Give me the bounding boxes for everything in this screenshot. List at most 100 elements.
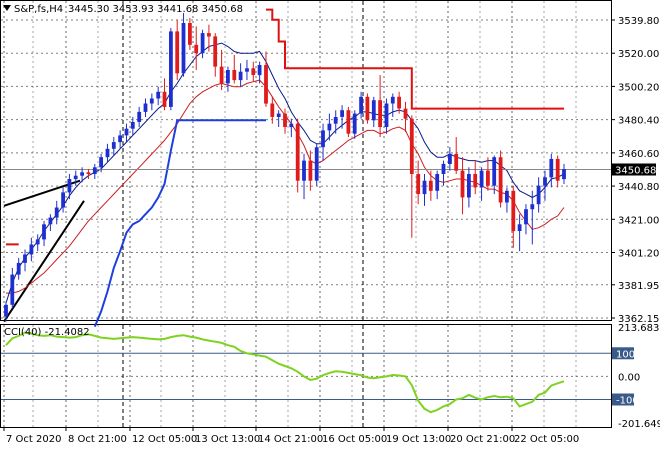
candle-body [295,123,300,181]
symbol-header: S&P,fs,H4 3445.30 3453.93 3441.68 3450.6… [3,4,243,15]
candle-body [384,103,389,127]
candle-body [517,224,522,231]
candle-body [511,190,516,232]
candle-body [42,224,46,240]
cci-tick-label: 213.6837 [618,323,660,334]
candle-body [428,180,433,191]
candle-body [143,103,148,112]
x-tick-label: 16 Oct 05:00 [322,434,387,445]
candle-body [371,100,376,121]
candle-body [467,174,471,198]
candle-body [181,23,186,74]
candle-body [200,33,205,54]
candle-body [479,170,484,188]
candle-body [308,160,313,181]
cci-series [5,331,565,414]
candle-body [105,148,110,158]
x-tick-label: 22 Oct 05:00 [514,434,579,445]
candle-body [213,36,218,67]
candle-body [124,128,129,136]
candle-body [270,103,275,117]
cci-tick-label: 100 [616,349,635,360]
candle-body [226,70,230,84]
candle-body [492,157,497,186]
candle-body [359,96,363,114]
cci-label: CCI(40) -21.4082 [4,327,90,338]
trendline-lower [3,200,85,323]
candle-body [416,174,421,195]
candle-body [435,174,440,191]
candle-body [4,304,8,317]
candle-body [378,100,382,127]
candle-body [340,110,344,117]
candle-body [99,157,103,168]
candle-body [460,170,465,198]
candle-body [111,142,116,149]
candle-body [80,172,84,176]
candle-body [530,204,535,210]
y-tick-label: 3460.60 [618,149,659,160]
x-tick-label: 12 Oct 05:00 [132,434,197,445]
price-panel-frame [0,0,612,321]
candle-body [245,68,249,72]
candle-body [390,96,395,104]
y-tick-label: 3480.40 [618,116,659,127]
candle-body [156,91,161,99]
candle-body [264,65,268,104]
candle-body [555,158,560,181]
symbol-label: S&P,fs,H4 [14,4,63,15]
trendline-upper [3,179,81,207]
x-tick-label: 8 Oct 21:00 [68,434,127,445]
current-price-badge [612,163,656,176]
candle-body [422,180,427,195]
candle-body [251,68,256,75]
candle-body [289,123,294,128]
x-tick-label: 13 Oct 13:00 [195,434,260,445]
cci-tick-label: -100 [616,396,639,407]
cci-level-badge [612,347,634,360]
candle-body [92,167,97,174]
y-tick-label: 3539.80 [618,16,659,27]
candle-body [321,130,325,148]
candle-body [454,153,459,171]
candle-body [194,44,199,54]
y-tick-label: 3421.00 [618,215,659,226]
candle-body [219,66,224,84]
y-tick-label: 3381.95 [618,281,659,292]
x-tick-label: 19 Oct 13:00 [386,434,451,445]
candle-body [473,174,478,188]
candle-body [327,123,332,131]
candlestick-series [4,12,566,322]
cci-tick-label: -201.649 [618,419,660,430]
indicator-overlays [1,8,611,327]
cci-tick-label: 0.00 [618,372,640,383]
candle-body [54,207,59,218]
candle-body [67,179,72,193]
x-tick-label: 20 Oct 21:00 [450,434,515,445]
candle-body [175,31,180,74]
candle-body [48,217,53,225]
cci-level-badge [612,393,634,406]
candle-body [276,113,281,117]
candle-body [352,113,357,134]
cci-line [5,331,565,414]
candle-body [302,160,306,181]
candle-body [29,244,34,255]
candle-body [403,108,408,119]
candle-body [524,209,528,225]
candle-body [238,71,243,81]
candle-body [169,31,173,107]
axis-labels: 3539.80 3520.00 3500.20 3480.40 3460.60 3440.… [3,16,660,445]
candle-body [23,254,27,263]
candle-body [257,65,262,76]
candle-body [536,185,541,205]
ohlc-label: 3445.30 3453.93 3441.68 3450.68 [68,4,243,15]
candle-body [486,170,490,186]
blue-stop-line [93,119,266,327]
candle-body [283,113,287,127]
candle-body [232,70,237,81]
candle-body [118,135,122,143]
candle-body [333,117,338,124]
candle-body [448,153,452,164]
y-tick-label: 3401.20 [618,248,659,259]
